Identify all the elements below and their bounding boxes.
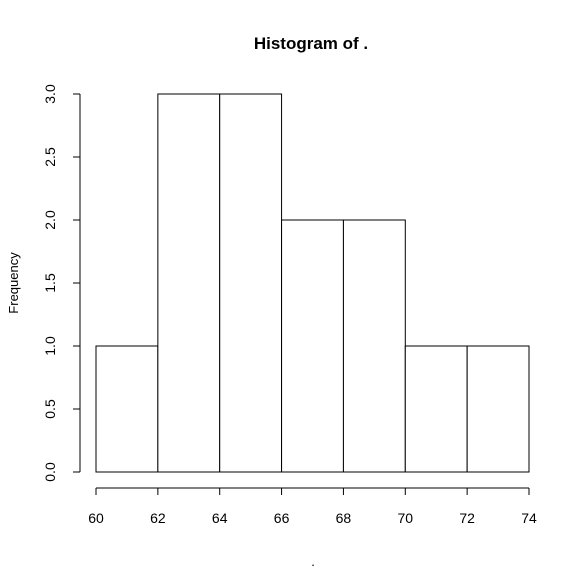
y-tick-label: 1.5 <box>42 273 58 293</box>
histogram-bar-6 <box>404 345 468 473</box>
y-tick-label: 0.0 <box>42 462 58 482</box>
y-axis: 0.0 0.5 1.0 1.5 2.0 2.5 3.0 <box>42 84 81 482</box>
x-tick-label: 66 <box>274 510 290 526</box>
y-tick-label: 1.0 <box>42 336 58 356</box>
y-tick-label: 2.5 <box>42 147 58 167</box>
histogram-bar-3 <box>219 93 283 473</box>
x-tick-label: 60 <box>88 510 104 526</box>
histogram-bar-5 <box>342 219 406 473</box>
y-tick-label: 2.0 <box>42 210 58 230</box>
x-tick-label: 68 <box>336 510 352 526</box>
histogram-bar-4 <box>281 219 344 473</box>
x-axis-label: . <box>311 554 315 569</box>
y-tick-label: 3.0 <box>42 84 58 104</box>
x-axis: 60 62 64 66 68 70 72 74 <box>88 487 537 526</box>
x-tick-label: 74 <box>521 510 537 526</box>
x-tick-label: 64 <box>212 510 228 526</box>
y-axis-label: Frequency <box>6 252 21 314</box>
x-tick-label: 72 <box>459 510 475 526</box>
x-tick-label: 70 <box>397 510 413 526</box>
y-tick-label: 0.5 <box>42 399 58 419</box>
histogram-bar-7 <box>466 345 530 473</box>
histogram-bar-2 <box>157 93 221 473</box>
histogram-bar-1 <box>95 345 159 473</box>
bars-group <box>95 93 530 473</box>
x-tick-label: 62 <box>150 510 166 526</box>
chart-title: Histogram of . <box>254 34 368 53</box>
